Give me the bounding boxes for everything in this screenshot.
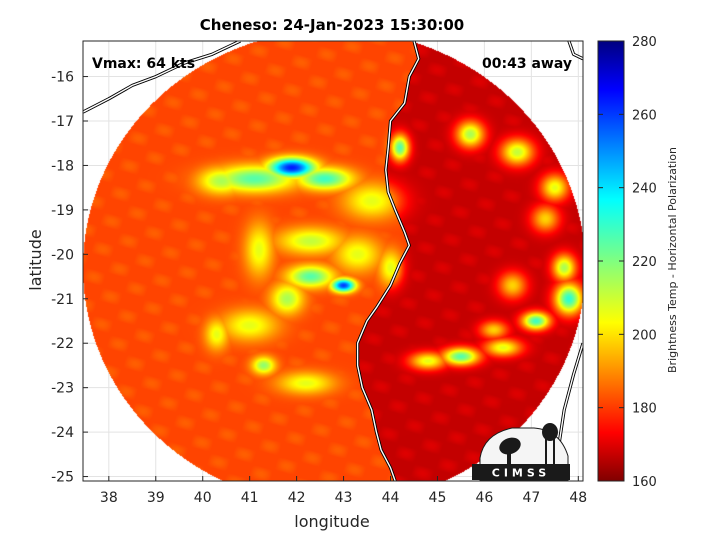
tower-tank-icon bbox=[542, 423, 558, 441]
plot-area: 38 39 40 41 42 43 44 45 46 47 48 -16 -17 -18 -19 -20 -2… bbox=[51, 40, 587, 506]
colorbar-tick-label: 180 bbox=[632, 402, 657, 417]
x-tick-label: 46 bbox=[475, 490, 493, 506]
x-tick-label: 44 bbox=[382, 490, 400, 506]
colorbar-tick-label: 240 bbox=[632, 182, 657, 197]
dish-stand-icon bbox=[507, 450, 511, 464]
y-tick-label: -25 bbox=[51, 470, 74, 486]
x-tick-label: 43 bbox=[335, 490, 353, 506]
y-tick-label: -21 bbox=[51, 292, 74, 308]
y-tick-label: -20 bbox=[51, 247, 74, 263]
y-tick-label: -23 bbox=[51, 381, 74, 397]
x-ticks: 38 39 40 41 42 43 44 45 46 47 48 bbox=[100, 476, 587, 506]
coastline bbox=[83, 41, 241, 113]
logo-text-band bbox=[472, 464, 570, 480]
vmax-annotation: Vmax: 64 kts bbox=[92, 56, 195, 72]
time-offset-annotation: 00:43 away bbox=[482, 56, 572, 72]
logo-text: CIMSS bbox=[492, 467, 550, 480]
x-axis-label: longitude bbox=[294, 512, 369, 531]
x-tick-label: 45 bbox=[429, 490, 447, 506]
y-tick-label: -18 bbox=[51, 158, 74, 174]
cimss-logo: CIMSS bbox=[472, 423, 570, 481]
x-tick-label: 38 bbox=[100, 490, 118, 506]
coastlines bbox=[83, 41, 583, 481]
colorbar-tick-label: 220 bbox=[632, 255, 657, 270]
x-tick-label: 42 bbox=[288, 490, 306, 506]
colorbar-tick-label: 160 bbox=[632, 475, 657, 490]
y-tick-label: -16 bbox=[51, 70, 74, 86]
colorbar-label: Brightness Temp - Horizontal Polarizatio… bbox=[666, 147, 679, 373]
x-tick-label: 47 bbox=[522, 490, 540, 506]
colorbar-tick-label: 260 bbox=[632, 108, 657, 123]
y-tick-label: -17 bbox=[51, 114, 74, 130]
coastline bbox=[356, 41, 420, 481]
x-tick-label: 48 bbox=[569, 490, 587, 506]
colorbar: 160 180 200 220 240 260 280 Brightness Temp - … bbox=[597, 35, 679, 490]
y-tick-label: -22 bbox=[51, 336, 74, 352]
microwave-swath-image bbox=[83, 41, 583, 481]
tower-leg-right bbox=[553, 438, 555, 464]
tower-leg-left bbox=[545, 438, 547, 464]
y-tick-label: -19 bbox=[51, 203, 74, 219]
colorbar-tick-label: 200 bbox=[632, 328, 657, 343]
chart-title: Cheneso: 24-Jan-2023 15:30:00 bbox=[200, 16, 464, 34]
colorbar-ticks: 160 180 200 220 240 260 280 bbox=[598, 35, 657, 490]
y-ticks: -16 -17 -18 -19 -20 -21 -22 -23 -24 -25 bbox=[51, 70, 88, 486]
axes-box bbox=[82, 40, 584, 482]
coastline bbox=[568, 41, 583, 60]
colorbar-tick-label: 280 bbox=[632, 35, 657, 50]
x-tick-label: 40 bbox=[194, 490, 212, 506]
satellite-dish-icon bbox=[499, 437, 521, 455]
y-tick-label: -24 bbox=[51, 425, 74, 441]
x-tick-label: 39 bbox=[147, 490, 165, 506]
y-axis-label: latitude bbox=[26, 229, 45, 290]
x-tick-label: 41 bbox=[241, 490, 259, 506]
